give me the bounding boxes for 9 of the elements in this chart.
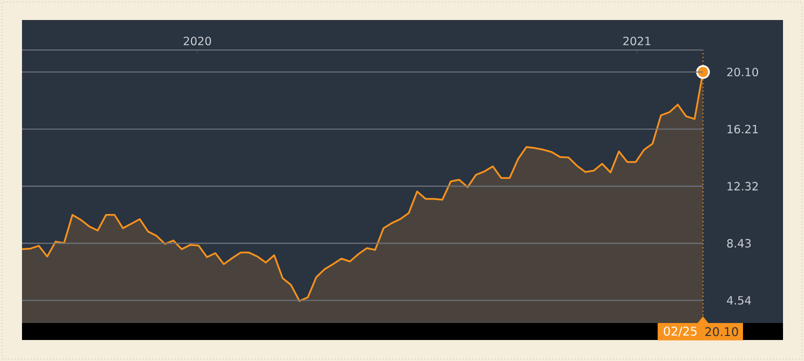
text: 02/25: [664, 326, 697, 337]
y-tick-label: 16.21: [728, 124, 758, 134]
y-tick-label: 4.54: [726, 296, 751, 305]
y-tick-label: 12.32: [728, 182, 758, 190]
y-tick-label: 20.10: [727, 68, 758, 76]
x-tick-label: 2021: [623, 36, 650, 46]
text: 20.10: [705, 327, 738, 336]
y-tick-label: 8.43: [727, 239, 751, 248]
x-tick-label: 2020: [184, 36, 212, 46]
